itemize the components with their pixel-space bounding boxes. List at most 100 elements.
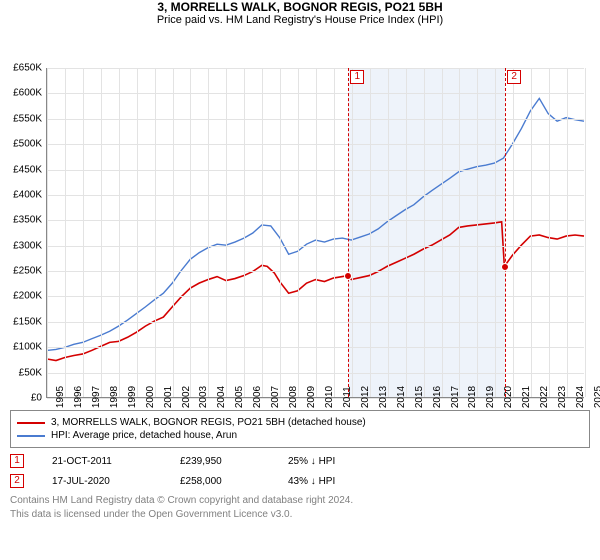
gridline-v (83, 68, 84, 397)
gridline-v (495, 68, 496, 397)
y-tick-label: £200K (13, 291, 47, 302)
x-tick-label: 1996 (68, 386, 84, 408)
transaction-index-box: 1 (10, 454, 24, 468)
transaction-row: 1 21-OCT-2011 £239,950 25% ↓ HPI (10, 454, 590, 468)
gridline-v (226, 68, 227, 397)
x-tick-label: 2015 (409, 386, 425, 408)
y-tick-label: £100K (13, 342, 47, 353)
x-tick-label: 2000 (140, 386, 156, 408)
x-tick-label: 2019 (480, 386, 496, 408)
x-tick-label: 2002 (176, 386, 192, 408)
x-tick-label: 2003 (193, 386, 209, 408)
x-tick-label: 2014 (391, 386, 407, 408)
y-tick-label: £150K (13, 316, 47, 327)
transaction-date: 21-OCT-2011 (52, 456, 152, 467)
x-tick-label: 2009 (301, 386, 317, 408)
x-tick-label: 2012 (355, 386, 371, 408)
gridline-v (459, 68, 460, 397)
legend-label: HPI: Average price, detached house, Arun (51, 430, 237, 441)
x-tick-label: 2017 (445, 386, 461, 408)
y-tick-label: £250K (13, 266, 47, 277)
gridline-v (316, 68, 317, 397)
legend: 3, MORRELLS WALK, BOGNOR REGIS, PO21 5BH… (10, 410, 590, 448)
legend-swatch (17, 422, 45, 424)
gridline-v (244, 68, 245, 397)
gridline-v (262, 68, 263, 397)
transaction-marker-box: 1 (350, 70, 364, 84)
x-tick-label: 1995 (50, 386, 66, 408)
gridline-v (585, 68, 586, 397)
gridline-v (531, 68, 532, 397)
transaction-rows: 1 21-OCT-2011 £239,950 25% ↓ HPI 2 17-JUL-202… (10, 454, 590, 488)
gridline-v (280, 68, 281, 397)
transaction-point (501, 263, 509, 271)
transaction-point (344, 272, 352, 280)
gridline-v (406, 68, 407, 397)
transaction-marker-box: 2 (507, 70, 521, 84)
gridline-v (370, 68, 371, 397)
gridline-v (424, 68, 425, 397)
x-tick-label: 2021 (516, 386, 532, 408)
transaction-index-box: 2 (10, 474, 24, 488)
x-tick-label: 1999 (122, 386, 138, 408)
gridline-v (47, 68, 48, 397)
gridline-v (549, 68, 550, 397)
below-chart: 3, MORRELLS WALK, BOGNOR REGIS, PO21 5BH… (10, 410, 590, 521)
y-tick-label: £600K (13, 88, 47, 99)
transaction-line (348, 68, 349, 397)
chart-subtitle: Price paid vs. HM Land Registry's House … (0, 14, 600, 26)
y-tick-label: £0 (31, 393, 47, 404)
legend-row: HPI: Average price, detached house, Arun (17, 430, 583, 441)
plot-area: £0£50K£100K£150K£200K£250K£300K£350K£400… (46, 68, 584, 398)
x-tick-label: 2008 (283, 386, 299, 408)
transaction-date: 17-JUL-2020 (52, 476, 152, 487)
gridline-v (567, 68, 568, 397)
transaction-delta: 25% ↓ HPI (288, 456, 335, 467)
x-tick-label: 2010 (319, 386, 335, 408)
gridline-v (388, 68, 389, 397)
y-tick-label: £550K (13, 113, 47, 124)
x-tick-label: 1997 (86, 386, 102, 408)
transaction-line (505, 68, 506, 397)
gridline-v (477, 68, 478, 397)
gridline-v (65, 68, 66, 397)
legend-swatch (17, 435, 45, 437)
y-tick-label: £450K (13, 164, 47, 175)
gridline-v (137, 68, 138, 397)
x-tick-label: 2018 (462, 386, 478, 408)
gridline-v (190, 68, 191, 397)
x-tick-label: 2023 (552, 386, 568, 408)
x-tick-label: 2006 (247, 386, 263, 408)
gridline-v (334, 68, 335, 397)
gridline-v (119, 68, 120, 397)
gridline-v (173, 68, 174, 397)
y-tick-label: £50K (19, 367, 47, 378)
gridline-v (513, 68, 514, 397)
transaction-price: £239,950 (180, 456, 260, 467)
y-tick-label: £350K (13, 215, 47, 226)
x-tick-label: 2005 (229, 386, 245, 408)
y-tick-label: £500K (13, 139, 47, 150)
chart-title: 3, MORRELLS WALK, BOGNOR REGIS, PO21 5BH (0, 0, 600, 14)
footnote-line2: This data is licensed under the Open Gov… (10, 508, 590, 522)
y-tick-label: £400K (13, 189, 47, 200)
gridline-v (101, 68, 102, 397)
x-tick-label: 2024 (570, 386, 586, 408)
x-tick-label: 2022 (534, 386, 550, 408)
x-tick-label: 1998 (104, 386, 120, 408)
x-tick-label: 2004 (211, 386, 227, 408)
transaction-price: £258,000 (180, 476, 260, 487)
legend-row: 3, MORRELLS WALK, BOGNOR REGIS, PO21 5BH… (17, 417, 583, 428)
x-tick-label: 2016 (427, 386, 443, 408)
x-tick-label: 2007 (265, 386, 281, 408)
transaction-row: 217-JUL-2020£258,00043% ↓ HPI (10, 474, 590, 488)
gridline-v (442, 68, 443, 397)
gridline-v (298, 68, 299, 397)
x-tick-label: 2013 (373, 386, 389, 408)
x-tick-label: 2001 (158, 386, 174, 408)
gridline-v (352, 68, 353, 397)
footnote: Contains HM Land Registry data © Crown c… (10, 494, 590, 521)
x-tick-label: 2011 (337, 386, 353, 408)
x-tick-label: 2025 (588, 386, 600, 408)
gridline-v (155, 68, 156, 397)
